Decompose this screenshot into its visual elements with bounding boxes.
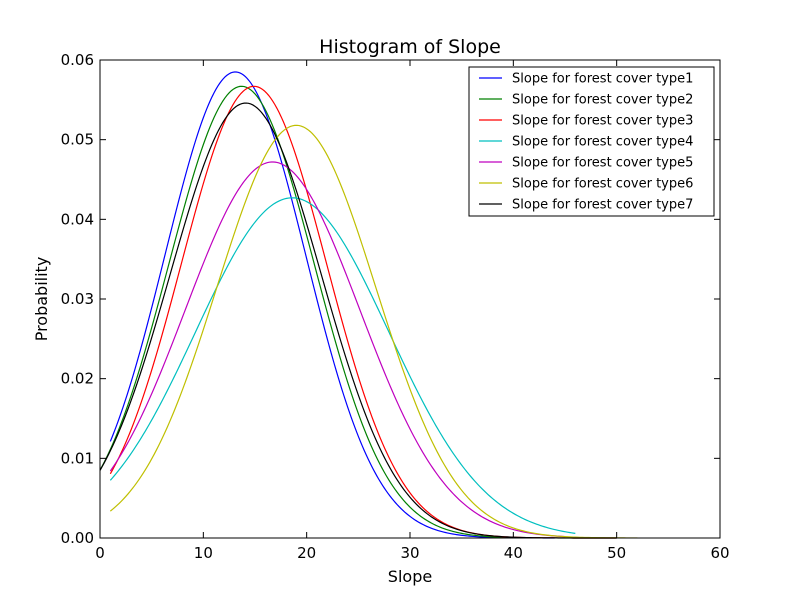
series-line-1 <box>109 71 555 539</box>
legend-label-4: Slope for forest cover type4 <box>512 135 693 150</box>
legend: Slope for forest cover type1 Slope for fo… <box>468 66 715 217</box>
legend-label-2: Slope for forest cover type2 <box>512 93 693 108</box>
y-axis-label: Probability <box>32 257 51 342</box>
x-tick-label: 50 <box>607 544 626 562</box>
legend-label-6: Slope for forest cover type6 <box>512 177 693 192</box>
x-tick-label: 30 <box>400 544 419 562</box>
series-line-4 <box>109 197 576 534</box>
series-line-6 <box>109 124 638 539</box>
x-tick-label: 0 <box>95 544 105 562</box>
x-tick-label: 60 <box>710 544 729 562</box>
legend-label-5: Slope for forest cover type5 <box>512 156 693 171</box>
y-tick-label: 0.01 <box>61 449 94 467</box>
x-tick-label: 10 <box>194 544 213 562</box>
y-tick-label: 0.03 <box>61 290 94 308</box>
x-tick-label: 20 <box>297 544 316 562</box>
series-lines <box>99 71 638 539</box>
legend-box <box>468 66 715 217</box>
y-tick-label: 0.06 <box>61 51 94 69</box>
legend-label-7: Slope for forest cover type7 <box>512 198 693 213</box>
chart-title: Histogram of Slope <box>319 36 501 58</box>
y-tick-label: 0.04 <box>61 210 94 228</box>
y-tick-label: 0.02 <box>61 370 94 388</box>
x-axis-ticks: 0 10 20 30 40 50 60 <box>95 60 730 562</box>
x-axis-label: Slope <box>388 567 432 586</box>
legend-label-3: Slope for forest cover type3 <box>512 114 693 129</box>
x-tick-label: 40 <box>504 544 523 562</box>
y-axis-ticks: 0.00 0.01 0.02 0.03 0.04 0.05 0.06 <box>61 51 720 547</box>
series-line-5 <box>109 161 566 538</box>
legend-label-1: Slope for forest cover type1 <box>512 72 693 87</box>
y-tick-label: 0.00 <box>61 529 94 547</box>
y-tick-label: 0.05 <box>61 131 94 149</box>
